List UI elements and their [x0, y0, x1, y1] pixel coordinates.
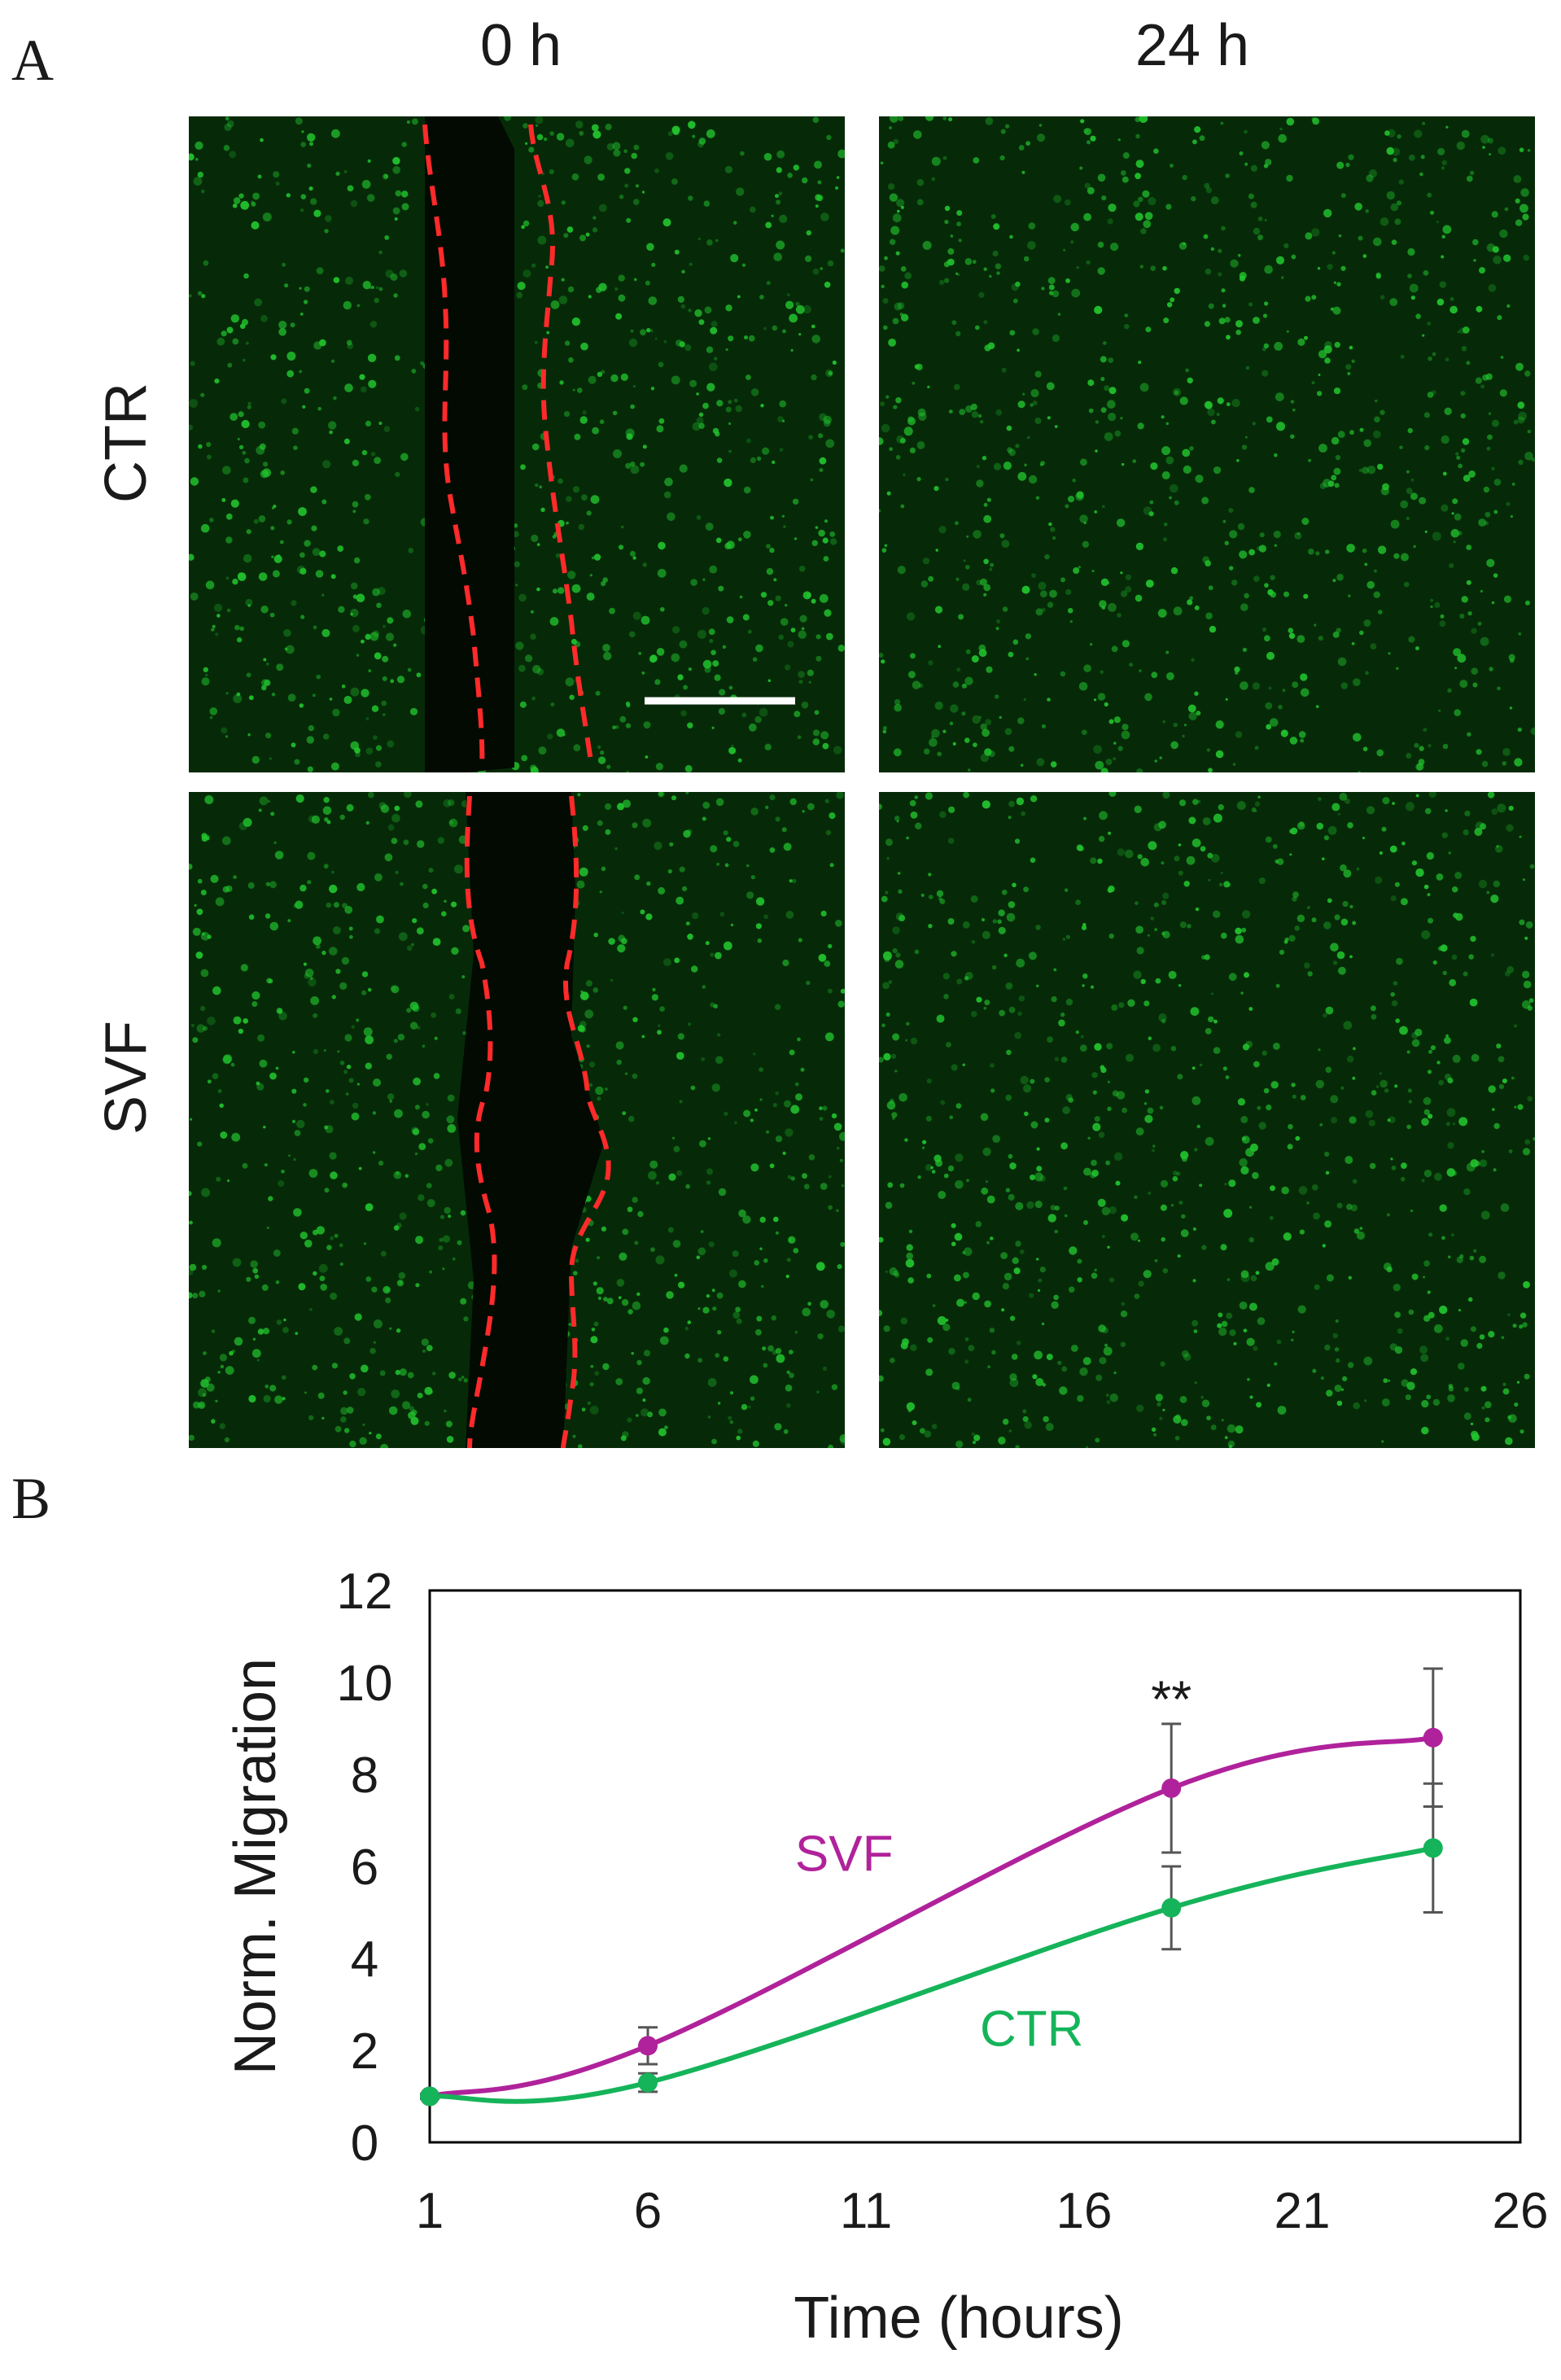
micrograph-svf-0h-image	[189, 792, 845, 1448]
wound-edge-right	[561, 795, 611, 1448]
ctr-series-label: CTR	[980, 2001, 1083, 2057]
x-axis-label: Time (hours)	[794, 2286, 1123, 2351]
panel-b-letter: B	[11, 1466, 51, 1531]
plot-area	[428, 1589, 1522, 2144]
y-axis-ticks: 0 2 4 6 8 10 12	[337, 1564, 393, 2172]
y-tick-label: 0	[351, 2115, 378, 2172]
wound-edge-left	[422, 124, 485, 768]
x-tick-label: 26	[1493, 2183, 1549, 2239]
micrograph-ctr-24h	[879, 116, 1535, 772]
ctr-data-point	[638, 2072, 658, 2093]
y-tick-label: 10	[337, 1656, 393, 1712]
series-lines	[429, 1735, 1434, 2104]
column-label-0h: 0 h	[479, 13, 562, 78]
wound-gap	[425, 116, 514, 772]
x-tick-label: 1	[416, 2183, 444, 2239]
svf-data-point	[1161, 1778, 1182, 1798]
y-tick-label: 2	[351, 2023, 378, 2080]
x-tick-label: 21	[1275, 2183, 1331, 2239]
x-tick-label: 6	[634, 2183, 662, 2239]
micrograph-svf-0h	[189, 792, 845, 1448]
wound-edge-left	[464, 795, 497, 1448]
significance-annotation: **	[1151, 1670, 1192, 1729]
micrograph-ctr-24h-image	[879, 116, 1535, 772]
panel-a-letter: A	[11, 28, 54, 93]
error-bars	[420, 1667, 1443, 2100]
ctr-data-point	[1423, 1838, 1443, 1858]
x-tick-label: 11	[840, 2183, 892, 2239]
ctr-data-point	[1161, 1897, 1182, 1918]
series-points	[420, 1727, 1443, 2107]
row-label-svf: SVF	[94, 1020, 159, 1135]
micrograph-svf-24h-image	[879, 792, 1535, 1448]
wound-edge-right	[528, 124, 594, 768]
micrograph-ctr-0h	[189, 116, 845, 772]
column-label-24h: 24 h	[1135, 13, 1250, 78]
series-labels: SVF CTR	[795, 1827, 1083, 2058]
svf-data-point	[638, 2036, 658, 2056]
micrograph-svf-24h	[879, 792, 1535, 1448]
svf-series-line	[429, 1735, 1434, 2099]
micrograph-ctr-0h-image	[189, 116, 845, 772]
svf-series-label: SVF	[795, 1827, 894, 1883]
y-tick-label: 8	[351, 1748, 378, 1804]
svf-data-point	[1423, 1727, 1443, 1748]
x-axis-ticks: 1 6 11 16 21 26	[416, 2183, 1549, 2239]
y-tick-label: 4	[351, 1932, 378, 1988]
y-tick-label: 6	[351, 1840, 378, 1896]
y-tick-label: 12	[337, 1564, 393, 1620]
y-axis-label: Norm. Migration	[223, 1658, 288, 2075]
x-tick-label: 16	[1056, 2183, 1113, 2239]
ctr-data-point	[420, 2086, 439, 2107]
row-label-ctr: CTR	[94, 383, 159, 503]
ctr-series-line	[429, 1845, 1434, 2104]
